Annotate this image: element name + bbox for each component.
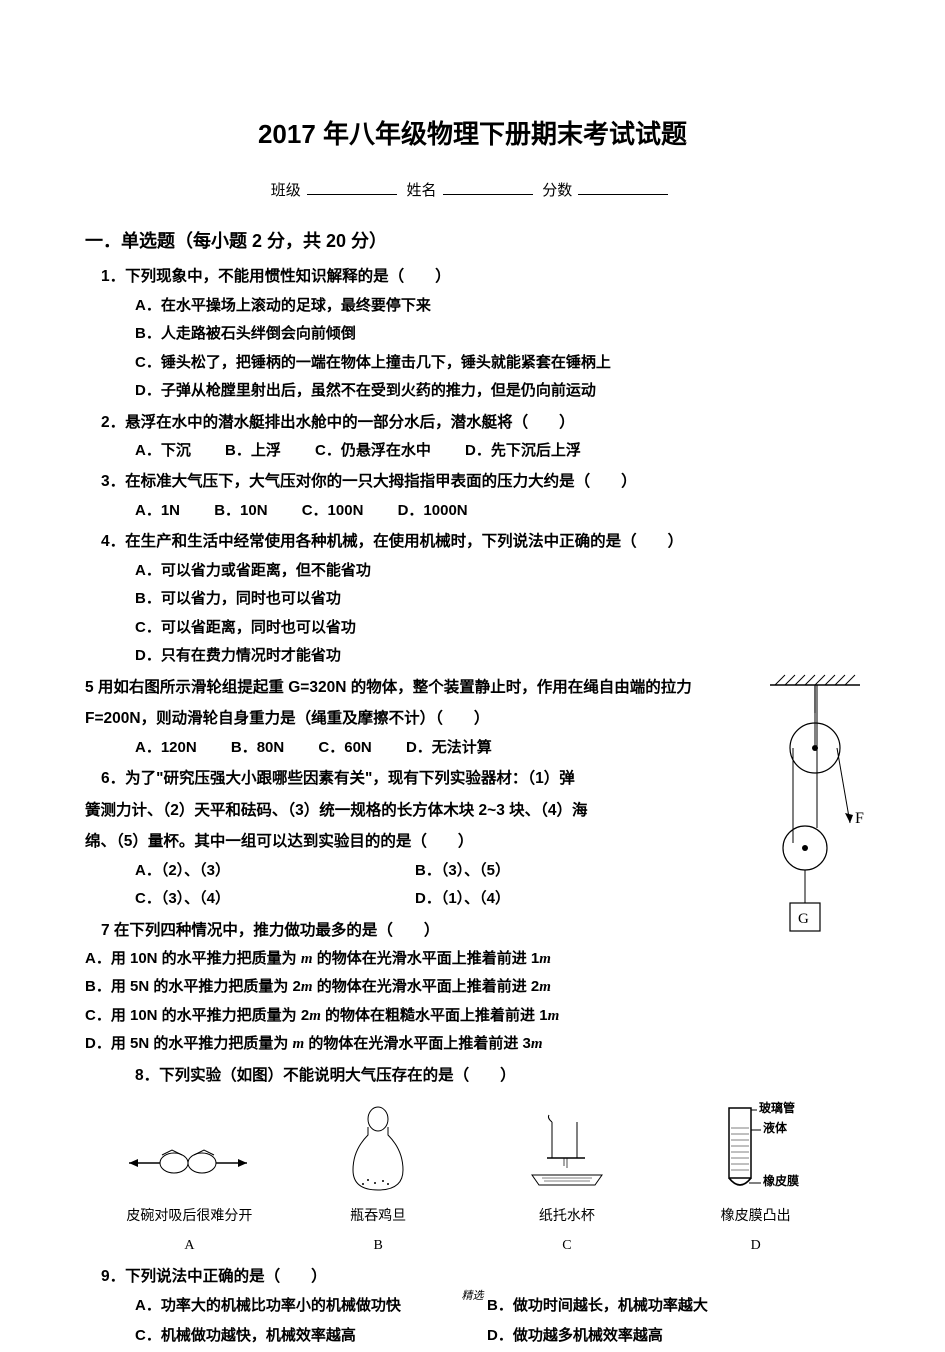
q6-opts: A．（2）、（3） B．（3）、（5） C．（3）、（4） D．（1）、（4） [135,857,860,914]
q4-opt-d: D．只有在费力情况时才能省功 [135,642,860,671]
name-label: 姓名 [406,183,436,199]
q6-opt-a: A．（2）、（3） [135,857,415,886]
fig-d-caption: 橡皮膜凸出 [661,1204,850,1231]
q3-stem: 3．在标准大气压下，大气压对你的一只大拇指指甲表面的压力大约是（ ） [101,467,860,496]
fig-b-letter: B [284,1233,473,1260]
fig-d-label-3: 橡皮膜 [763,1173,799,1188]
q1-opt-b: B．人走路被石头绊倒会向前倾倒 [135,320,860,349]
q7-opt-a: A．用 10N 的水平推力把质量为 m 的物体在光滑水平面上推着前进 1m [85,945,860,974]
fig-c-letter: C [473,1233,662,1260]
student-info-line: 班级 姓名 分数 [85,177,860,206]
q2-opt-b: B．上浮 [225,442,281,459]
q8-stem: 8．下列实验（如图）不能说明大气压存在的是（ ） [135,1061,860,1090]
q7-stem: 7 在下列四种情况中，推力做功最多的是（ ） [101,916,860,945]
q7-opt-c: C．用 10N 的水平推力把质量为 2m 的物体在粗糙水平面上推着前进 1m [85,1002,860,1031]
q3-opt-b: B．10N [214,502,267,519]
q6-opt-d: D．（1）、（4） [415,885,695,914]
pulley-g-label: G [798,911,809,927]
fig-a-letter: A [95,1233,284,1260]
fig-d-letter: D [661,1233,850,1260]
score-blank [578,194,668,195]
fig-d-icon: 玻璃管 液体 橡皮膜 [691,1100,821,1200]
q2-opt-d: D．先下沉后上浮 [465,442,581,459]
q4-stem: 4．在生产和生活中经常使用各种机械，在使用机械时，下列说法中正确的是（ ） [101,527,860,556]
q5-opt-c: C．60N [318,739,371,756]
q6-stem-3: 绵、（5）量杯。其中一组可以达到实验目的的是（ ） [85,827,735,856]
q5-opt-b: B．80N [231,739,284,756]
q5-opt-d: D．无法计算 [406,739,492,756]
q6-stem-1: 6．为了"研究压强大小跟哪些因素有关"，现有下列实验器材：（1）弹 [101,764,735,793]
q6-opt-b: B．（3）、（5） [415,857,695,886]
fig-a-icon [124,1125,254,1200]
q4-opt-b: B．可以省力，同时也可以省功 [135,585,860,614]
q2-opt-c: C．仍悬浮在水中 [315,442,431,459]
pulley-f-label: F [855,810,864,827]
q5-stem-1: 5 用如右图所示滑轮组提起重 G=320N 的物体，整个装置静止时，作用在绳自由… [85,673,860,702]
q7-opt-b: B．用 5N 的水平推力把质量为 2m 的物体在光滑水平面上推着前进 2m [85,973,860,1002]
fig-c-caption: 纸托水杯 [473,1204,662,1231]
q1-stem: 1．下列现象中，不能用惯性知识解释的是（ ） [101,262,860,291]
q3-opt-d: D．1000N [398,502,468,519]
q3-opts: A．1N B．10N C．100N D．1000N [135,497,860,526]
fig-a-caption: 皮碗对吸后很难分开 [95,1204,284,1231]
q1-opt-d: D．子弹从枪膛里射出后，虽然不在受到火药的推力，但是仍向前运动 [135,377,860,406]
q6-opt-c: C．（3）、（4） [135,885,415,914]
q2-stem: 2．悬浮在水中的潜水艇排出水舱中的一部分水后，潜水艇将（ ） [101,408,860,437]
q8-figures: 皮碗对吸后很难分开 A 瓶吞鸡旦 B 纸托水杯 C [95,1100,850,1259]
fig-d-label-1: 玻璃管 [759,1100,795,1115]
q1-opt-a: A．在水平操场上滚动的足球，最终要停下来 [135,292,860,321]
q3-opt-a: A．1N [135,502,180,519]
class-label: 班级 [271,183,301,199]
q5-opt-a: A．120N [135,739,197,756]
score-label: 分数 [542,183,572,199]
q2-opts: A．下沉 B．上浮 C．仍悬浮在水中 D．先下沉后上浮 [135,437,860,466]
q7-opt-d: D．用 5N 的水平推力把质量为 m 的物体在光滑水平面上推着前进 3m [85,1030,860,1059]
q5-stem-2: F=200N，则动滑轮自身重力是（绳重及摩擦不计）（ ） [85,704,860,733]
q1-opt-c: C．锤头松了，把锤柄的一端在物体上撞击几下，锤头就能紧套在锤柄上 [135,349,860,378]
q4-opt-a: A．可以省力或省距离，但不能省功 [135,557,860,586]
q3-opt-c: C．100N [302,502,364,519]
fig-d-label-2: 液体 [763,1120,788,1135]
fig-c-icon [517,1110,617,1200]
pulley-diagram: F G [760,673,870,953]
q2-opt-a: A．下沉 [135,442,191,459]
class-blank [307,194,397,195]
fig-b-icon [333,1105,423,1200]
page-footer: 精选 [0,1286,945,1307]
name-blank [443,194,533,195]
section-1-heading: 一．单选题（每小题 2 分，共 20 分） [85,224,860,258]
fig-b-caption: 瓶吞鸡旦 [284,1204,473,1231]
q6-stem-2: 簧测力计、（2）天平和砝码、（3）统一规格的长方体木块 2~3 块、（4）海 [85,796,735,825]
page-title: 2017 年八年级物理下册期末考试试题 [85,110,860,159]
q5-opts: A．120N B．80N C．60N D．无法计算 [135,734,860,763]
q4-opt-c: C．可以省距离，同时也可以省功 [135,614,860,643]
